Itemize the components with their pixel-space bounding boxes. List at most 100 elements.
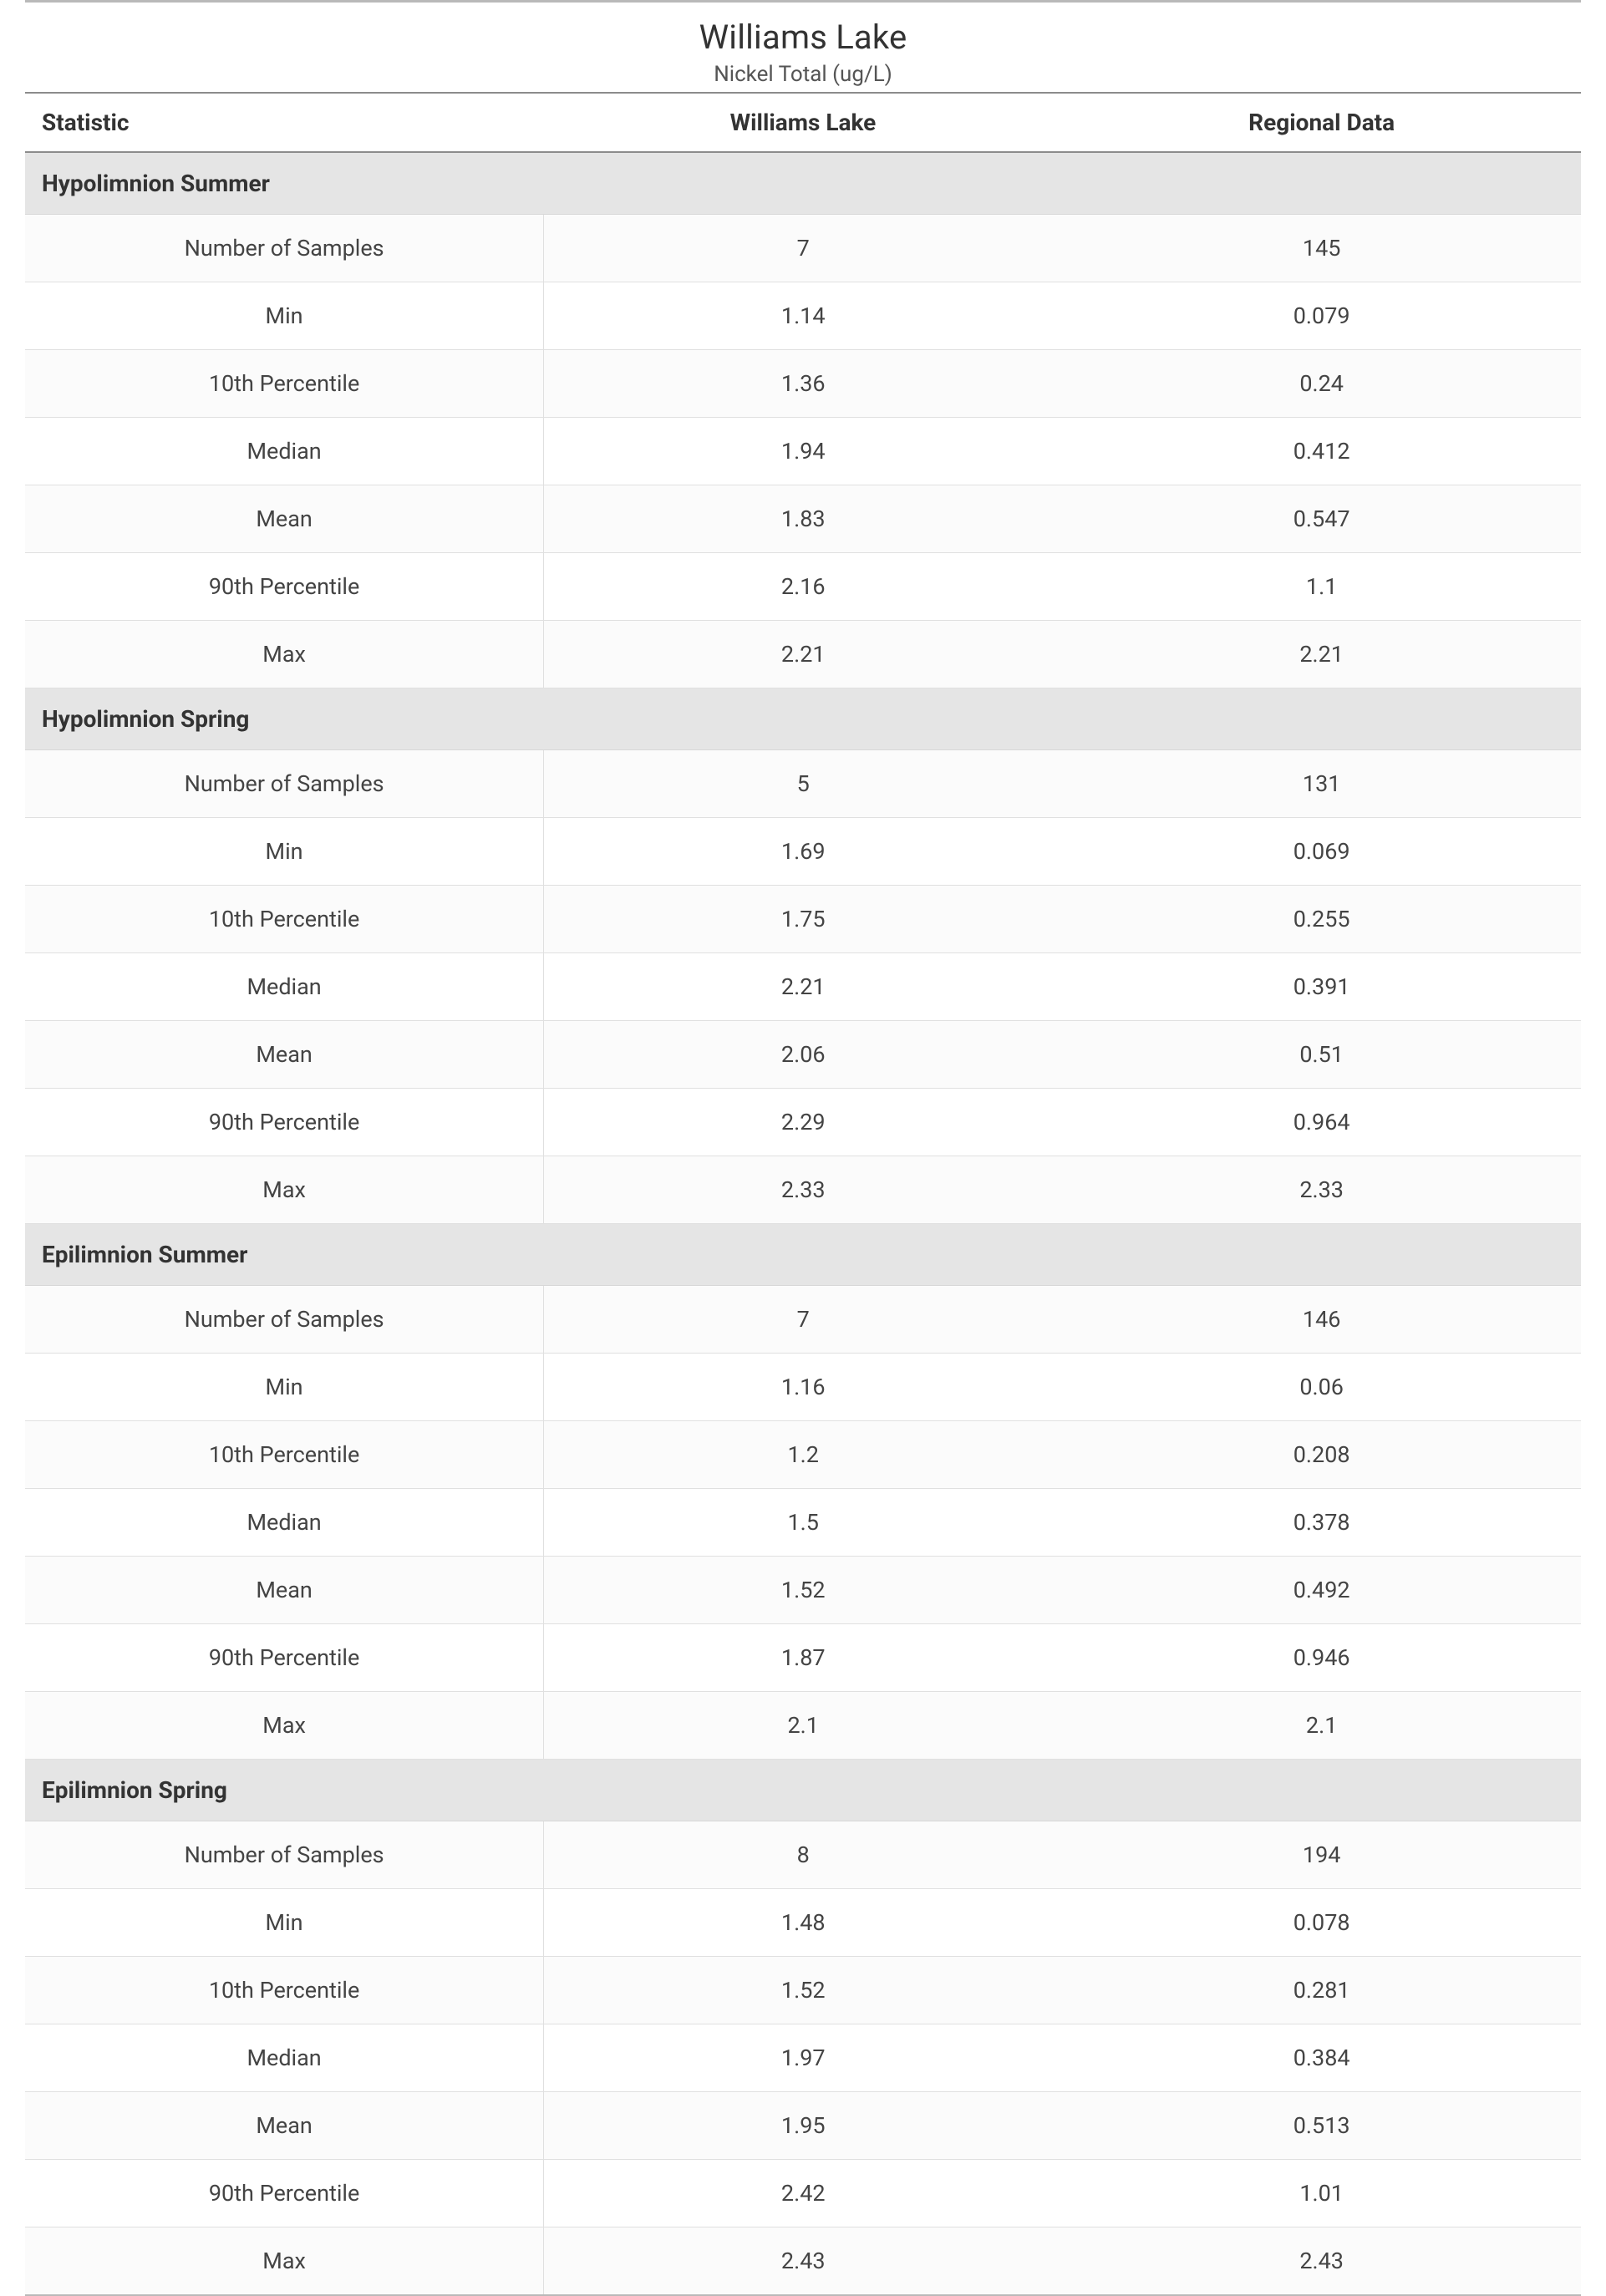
site-value: 2.29 bbox=[544, 1089, 1063, 1156]
site-value: 1.52 bbox=[544, 1557, 1063, 1624]
site-value: 1.48 bbox=[544, 1889, 1063, 1957]
stat-label: 10th Percentile bbox=[25, 1421, 544, 1489]
regional-value: 2.43 bbox=[1062, 2227, 1581, 2296]
stat-label: Max bbox=[25, 621, 544, 688]
table-row: Min1.140.079 bbox=[25, 282, 1581, 350]
site-value: 1.95 bbox=[544, 2092, 1063, 2160]
table-row: Min1.480.078 bbox=[25, 1889, 1581, 1957]
table-row: 10th Percentile1.20.208 bbox=[25, 1421, 1581, 1489]
stat-label: 90th Percentile bbox=[25, 1089, 544, 1156]
regional-value: 145 bbox=[1062, 215, 1581, 282]
stat-label: Min bbox=[25, 282, 544, 350]
table-row: Min1.160.06 bbox=[25, 1354, 1581, 1421]
page-subtitle: Nickel Total (ug/L) bbox=[0, 62, 1606, 87]
stat-label: Number of Samples bbox=[25, 215, 544, 282]
site-value: 2.21 bbox=[544, 621, 1063, 688]
stat-label: 90th Percentile bbox=[25, 553, 544, 621]
section-header-row: Hypolimnion Spring bbox=[25, 688, 1581, 750]
table-row: Median2.210.391 bbox=[25, 953, 1581, 1021]
table-row: Mean1.950.513 bbox=[25, 2092, 1581, 2160]
table-row: 90th Percentile2.290.964 bbox=[25, 1089, 1581, 1156]
stat-label: 90th Percentile bbox=[25, 1624, 544, 1692]
col-header-site: Williams Lake bbox=[544, 93, 1063, 152]
regional-value: 0.391 bbox=[1062, 953, 1581, 1021]
table-row: 10th Percentile1.360.24 bbox=[25, 350, 1581, 418]
table-row: Mean1.830.547 bbox=[25, 485, 1581, 553]
site-value: 2.16 bbox=[544, 553, 1063, 621]
regional-value: 0.281 bbox=[1062, 1957, 1581, 2024]
section-header-row: Hypolimnion Summer bbox=[25, 152, 1581, 215]
site-value: 1.69 bbox=[544, 818, 1063, 886]
stat-label: 90th Percentile bbox=[25, 2160, 544, 2227]
section-header: Epilimnion Spring bbox=[25, 1760, 1581, 1821]
site-value: 1.16 bbox=[544, 1354, 1063, 1421]
table-row: Number of Samples7146 bbox=[25, 1286, 1581, 1354]
stat-label: Mean bbox=[25, 1021, 544, 1089]
table-row: 10th Percentile1.750.255 bbox=[25, 886, 1581, 953]
stat-label: Min bbox=[25, 818, 544, 886]
site-value: 2.1 bbox=[544, 1692, 1063, 1760]
regional-value: 1.1 bbox=[1062, 553, 1581, 621]
site-value: 7 bbox=[544, 215, 1063, 282]
site-value: 1.14 bbox=[544, 282, 1063, 350]
site-value: 5 bbox=[544, 750, 1063, 818]
stat-label: Number of Samples bbox=[25, 1821, 544, 1889]
site-value: 2.43 bbox=[544, 2227, 1063, 2296]
stat-label: Median bbox=[25, 2024, 544, 2092]
site-value: 1.97 bbox=[544, 2024, 1063, 2092]
regional-value: 131 bbox=[1062, 750, 1581, 818]
regional-value: 0.079 bbox=[1062, 282, 1581, 350]
site-value: 1.75 bbox=[544, 886, 1063, 953]
regional-value: 0.492 bbox=[1062, 1557, 1581, 1624]
regional-value: 0.384 bbox=[1062, 2024, 1581, 2092]
table-row: 90th Percentile1.870.946 bbox=[25, 1624, 1581, 1692]
site-value: 1.83 bbox=[544, 485, 1063, 553]
table-row: 90th Percentile2.421.01 bbox=[25, 2160, 1581, 2227]
title-block: Williams Lake Nickel Total (ug/L) bbox=[0, 6, 1606, 92]
regional-value: 2.1 bbox=[1062, 1692, 1581, 1760]
regional-value: 0.06 bbox=[1062, 1354, 1581, 1421]
regional-value: 2.33 bbox=[1062, 1156, 1581, 1224]
site-value: 1.87 bbox=[544, 1624, 1063, 1692]
section-header: Hypolimnion Summer bbox=[25, 152, 1581, 215]
table-row: Max2.332.33 bbox=[25, 1156, 1581, 1224]
site-value: 1.36 bbox=[544, 350, 1063, 418]
table-row: Number of Samples8194 bbox=[25, 1821, 1581, 1889]
table-header-row: Statistic Williams Lake Regional Data bbox=[25, 93, 1581, 152]
stat-label: Max bbox=[25, 1156, 544, 1224]
table-row: Median1.970.384 bbox=[25, 2024, 1581, 2092]
regional-value: 0.51 bbox=[1062, 1021, 1581, 1089]
table-row: Mean1.520.492 bbox=[25, 1557, 1581, 1624]
table-row: Max2.12.1 bbox=[25, 1692, 1581, 1760]
stat-label: Number of Samples bbox=[25, 750, 544, 818]
regional-value: 146 bbox=[1062, 1286, 1581, 1354]
table-row: 90th Percentile2.161.1 bbox=[25, 553, 1581, 621]
stat-label: 10th Percentile bbox=[25, 1957, 544, 2024]
stat-label: Min bbox=[25, 1889, 544, 1957]
site-value: 1.94 bbox=[544, 418, 1063, 485]
table-row: Number of Samples7145 bbox=[25, 215, 1581, 282]
regional-value: 0.378 bbox=[1062, 1489, 1581, 1557]
stat-label: Mean bbox=[25, 485, 544, 553]
stat-label: 10th Percentile bbox=[25, 350, 544, 418]
site-value: 2.21 bbox=[544, 953, 1063, 1021]
regional-value: 0.069 bbox=[1062, 818, 1581, 886]
site-value: 7 bbox=[544, 1286, 1063, 1354]
stat-label: Median bbox=[25, 418, 544, 485]
table-body: Hypolimnion SummerNumber of Samples7145M… bbox=[25, 152, 1581, 2295]
statistics-table: Statistic Williams Lake Regional Data Hy… bbox=[25, 92, 1581, 2296]
table-row: Number of Samples5131 bbox=[25, 750, 1581, 818]
col-header-regional: Regional Data bbox=[1062, 93, 1581, 152]
stat-label: Median bbox=[25, 1489, 544, 1557]
site-value: 1.52 bbox=[544, 1957, 1063, 2024]
table-row: Median1.940.412 bbox=[25, 418, 1581, 485]
regional-value: 0.078 bbox=[1062, 1889, 1581, 1957]
regional-value: 0.24 bbox=[1062, 350, 1581, 418]
col-header-statistic: Statistic bbox=[25, 93, 544, 152]
stat-label: Number of Samples bbox=[25, 1286, 544, 1354]
section-header-row: Epilimnion Summer bbox=[25, 1224, 1581, 1286]
section-header: Hypolimnion Spring bbox=[25, 688, 1581, 750]
regional-value: 0.255 bbox=[1062, 886, 1581, 953]
top-rule bbox=[25, 0, 1581, 3]
table-row: Median1.50.378 bbox=[25, 1489, 1581, 1557]
